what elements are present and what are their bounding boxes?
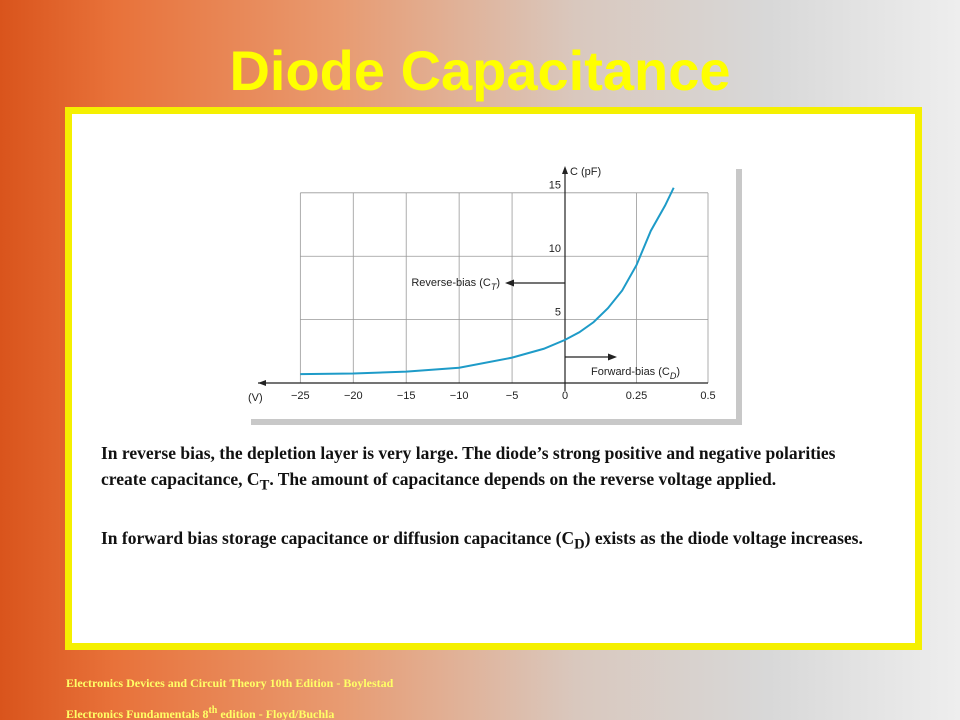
arrow-head — [608, 353, 617, 361]
x-tick-label: −10 — [450, 390, 469, 402]
footer: Electronics Devices and Circuit Theory 1… — [66, 670, 393, 720]
x-tick-label: 0.25 — [626, 390, 647, 402]
y-axis-label: C (pF) — [570, 166, 601, 178]
paragraph-text: In reverse bias, the depletion layer is … — [101, 443, 836, 489]
chart-bg — [245, 163, 736, 419]
x-tick-label: −20 — [344, 390, 363, 402]
annotation-part: ) — [496, 277, 500, 289]
x-tick-label: −15 — [397, 390, 416, 402]
arrow-head — [505, 279, 514, 287]
footer-line: Electronics Fundamentals 8th edition - F… — [66, 697, 393, 720]
x-axis-arrow — [258, 380, 266, 386]
annotation-part: Forward-bias (C — [591, 366, 670, 378]
superscript: th — [208, 705, 218, 716]
footer-line: Electronics Devices and Circuit Theory 1… — [66, 670, 393, 697]
paragraph: In forward bias storage capacitance or d… — [101, 525, 881, 558]
annotation-part: T — [491, 282, 498, 292]
footer-text: Electronics Devices and Circuit Theory 1… — [66, 676, 394, 690]
x-tick-label: −5 — [506, 390, 519, 402]
annotation-part: ) — [676, 366, 680, 378]
x-tick-label: 0.5 — [700, 390, 715, 402]
y-tick-label: 15 — [549, 180, 561, 192]
slide-title: Diode Capacitance — [229, 39, 731, 102]
paragraph-text: In forward bias storage capacitance or d… — [101, 527, 575, 548]
paragraph-text: ) exists as the diode voltage increases. — [584, 527, 863, 548]
annotation: Reverse-bias (CT) — [411, 277, 500, 292]
footer-text: Electronics Fundamentals 8 — [66, 707, 209, 720]
annotation: Forward-bias (CD) — [591, 366, 680, 381]
y-tick-label: 5 — [555, 307, 561, 319]
subscript: T — [259, 477, 270, 494]
x-tick-label: −25 — [291, 390, 310, 402]
curve — [300, 187, 675, 376]
paragraph: In reverse bias, the depletion layer is … — [101, 440, 881, 499]
footer-text: edition - Floyd/Buchla — [217, 707, 335, 720]
body-text: In reverse bias, the depletion layer is … — [101, 440, 881, 583]
y-tick-label: 10 — [549, 243, 561, 255]
subscript: D — [574, 536, 585, 552]
y-axis-arrow — [562, 166, 568, 174]
annotation-part: D — [670, 371, 677, 381]
paragraph-text: . The amount of capacitance depends on t… — [269, 469, 777, 489]
annotation-part: Reverse-bias (C — [411, 277, 491, 289]
x-tick-label: 0 — [562, 390, 568, 402]
x-axis-label: (V) — [248, 392, 263, 404]
